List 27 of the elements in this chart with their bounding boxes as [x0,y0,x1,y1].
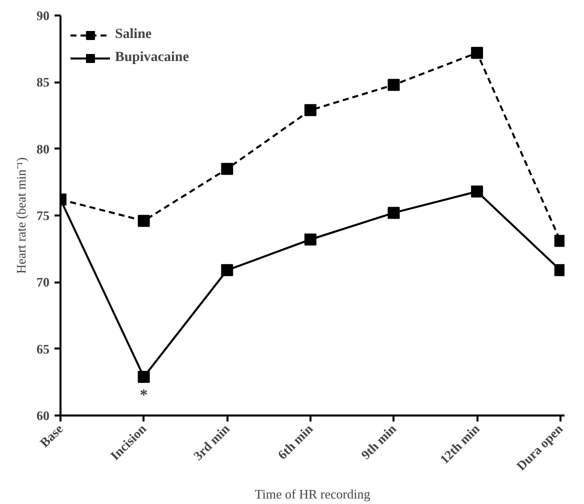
y-tick-label: 70 [36,274,50,290]
x-tick-label: Base [36,421,66,450]
x-tick-label: 9th min [358,420,400,462]
legend-label: Bupivacaine [115,50,189,66]
annotation: * [140,386,148,404]
point [221,264,234,276]
x-tick-label: 12th min [436,420,483,467]
point [304,104,316,116]
y-tick-label: 65 [36,341,50,356]
point [304,234,316,246]
point [471,46,484,59]
y-tick-label: 75 [36,208,50,223]
x-axis-title: Time of HR recording [254,486,371,502]
legend-label: Saline [115,27,152,43]
y-tick-label: 85 [36,74,50,90]
point [221,162,234,175]
point [138,214,150,227]
point [471,186,484,198]
point [388,78,400,91]
point [388,206,400,219]
y-axis-title: Heart rate (beat min⁻¹) [14,157,28,274]
point [138,370,150,383]
x-tick-label: 6th min [274,420,316,462]
y-tick-label: 80 [36,141,50,156]
y-tick-label: 60 [36,408,50,423]
x-tick-label: 3rd min [190,420,233,464]
y-tick-label: 90 [36,8,50,23]
